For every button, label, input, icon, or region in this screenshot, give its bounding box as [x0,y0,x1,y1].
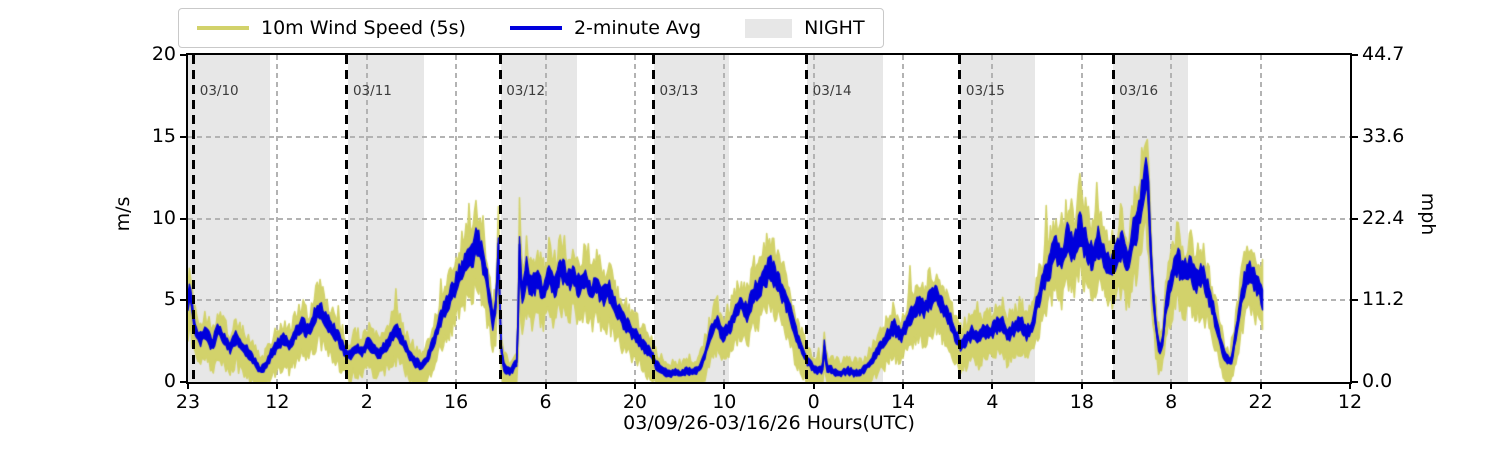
x-tick-label: 4 [986,391,999,413]
x-axis-label: 03/09/26-03/16/26 Hours(UTC) [623,412,915,434]
midnight-line [192,55,196,382]
x-tick-label: 2 [360,391,373,413]
y-tick-label-left: 10 [151,206,176,229]
y-tickmark-left [180,299,188,302]
y-tickmark-right [1350,135,1358,138]
x-tickmark [455,382,458,389]
x-tick-label: 20 [622,391,648,413]
x-tick-label: 10 [712,391,737,413]
x-tick-label: 6 [539,391,552,413]
x-tick-label: 18 [1069,391,1094,413]
midnight-line [958,55,962,382]
y-tick-label-left: 5 [163,288,176,311]
y-tickmark-left [180,381,188,383]
legend-gust-label: 10m Wind Speed (5s) [261,17,466,39]
plot-area: 03/10 03/11 03/12 03/13 03/14 03/15 03/16 [186,53,1352,384]
date-annotation: 03/13 [659,83,699,99]
x-tick-label: 8 [1165,391,1178,413]
date-annotation: 03/11 [352,83,392,99]
midnight-lines-layer: 03/10 03/11 03/12 03/13 03/14 03/15 03/16 [188,55,1350,382]
y-tick-label-left: 15 [151,124,176,147]
y-tickmark-right [1350,217,1358,220]
y-axis-label-right: mph [1417,192,1439,236]
x-tickmark [276,382,279,389]
x-tick-label: 14 [890,391,916,413]
x-tick-label: 12 [1337,391,1363,413]
x-tick-label: 0 [807,391,820,413]
date-annotation: 03/10 [199,83,239,99]
y-tick-label-right: 0.0 [1362,370,1393,393]
gust-line-swatch-icon [197,26,249,30]
legend: 10m Wind Speed (5s) 2-minute Avg NIGHT [178,8,884,48]
y-tick-label-right: 33.6 [1362,124,1405,147]
y-tick-label-right: 44.7 [1362,43,1405,66]
legend-avg-label: 2-minute Avg [573,17,702,39]
x-tickmark [812,382,815,389]
legend-item-avg: 2-minute Avg [509,17,702,39]
x-tickmark [1349,382,1351,389]
y-tick-label-right: 11.2 [1362,288,1405,311]
y-tickmark-left [180,54,188,56]
x-tick-label: 22 [1248,391,1273,413]
midnight-line [1111,55,1115,382]
date-annotation: 03/12 [506,83,546,99]
y-tick-label-left: 20 [151,43,176,66]
y-tickmark-right [1350,381,1358,383]
x-tick-label: 12 [265,391,290,413]
y-tickmark-left [180,217,188,220]
legend-item-gust: 10m Wind Speed (5s) [197,17,466,39]
y-tick-label-right: 22.4 [1362,206,1405,229]
y-tickmark-left [180,135,188,138]
night-patch-swatch-icon [745,18,793,38]
midnight-line [805,55,809,382]
x-tickmark [365,382,368,389]
x-tickmark [723,382,726,389]
midnight-line [651,55,655,382]
x-tick-label: 16 [444,391,469,413]
x-tickmark [991,382,994,389]
legend-night-label: NIGHT [804,17,865,39]
x-tickmark [902,382,905,389]
midnight-line [498,55,502,382]
date-annotation: 03/14 [812,83,852,99]
y-tickmark-right [1350,299,1358,302]
x-tickmark [187,382,189,389]
legend-item-night: NIGHT [745,17,865,39]
x-tickmark [1170,382,1173,389]
y-tickmark-right [1350,54,1358,56]
x-tickmark [1259,382,1262,389]
date-annotation: 03/16 [1119,83,1159,99]
avg-line-swatch-icon [509,26,562,30]
midnight-line [345,55,349,382]
x-tickmark [1080,382,1083,389]
wind-speed-series-canvas [188,55,1350,382]
y-tick-label-left: 0 [163,370,176,393]
date-annotation: 03/15 [965,83,1005,99]
x-tickmark [633,382,636,389]
x-tick-label: 23 [175,391,201,413]
y-axis-label-left: m/s [112,196,134,232]
x-tickmark [544,382,547,389]
